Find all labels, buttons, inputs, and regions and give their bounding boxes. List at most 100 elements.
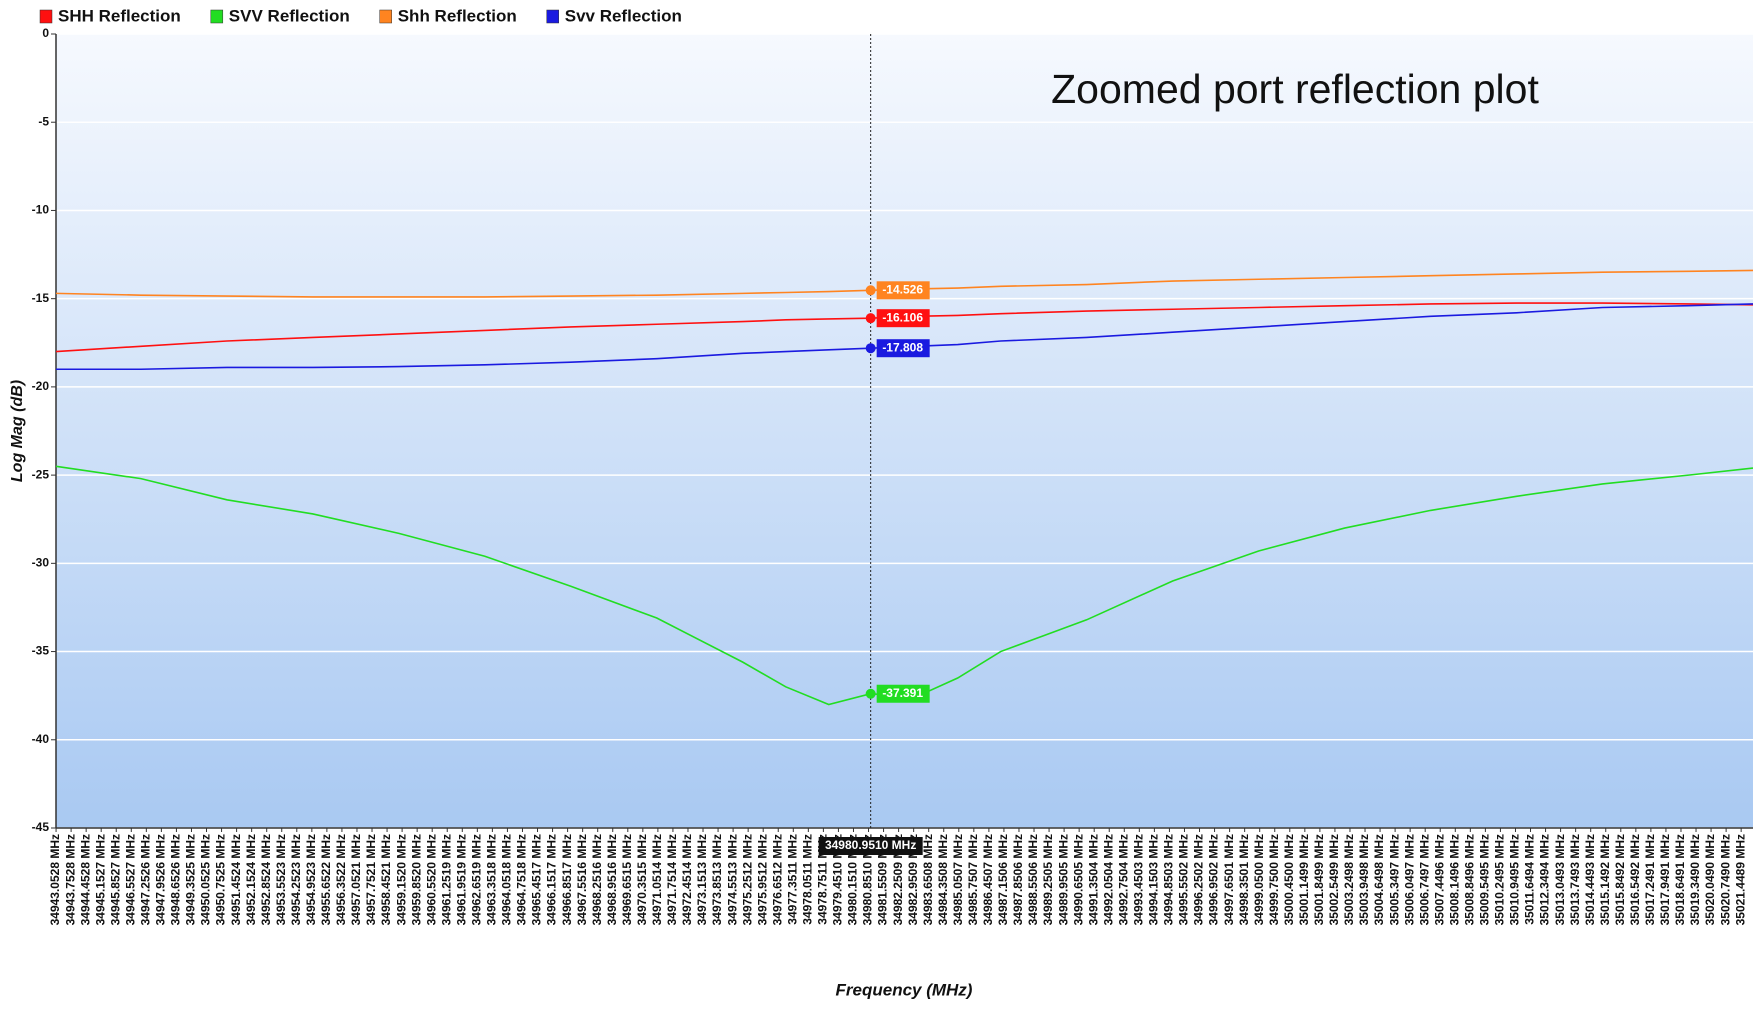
x-tick-label: 34977.3511 MHz [785, 834, 799, 925]
x-tick-label: 34957.7521 MHz [364, 834, 378, 925]
y-tick-label: -40 [32, 732, 50, 746]
x-tick-label: 35008.8496 MHz [1463, 834, 1477, 925]
x-tick-label: 35014.4493 MHz [1583, 834, 1597, 925]
x-tick-label: 35007.4496 MHz [1432, 834, 1446, 925]
x-tick-label: 35000.4500 MHz [1282, 834, 1296, 925]
x-tick-label: 34986.4507 MHz [981, 834, 995, 925]
x-tick-label: 34957.0521 MHz [349, 834, 363, 925]
x-tick-label: 35015.1492 MHz [1598, 834, 1612, 925]
x-tick-label: 35011.6494 MHz [1523, 834, 1537, 925]
y-tick-label: -20 [32, 379, 50, 393]
x-tick-label: 35012.3494 MHz [1538, 834, 1552, 925]
y-tick-label: -30 [32, 556, 50, 570]
x-tick-label: 34973.1513 MHz [695, 834, 709, 925]
x-tick-label: 34943.0528 MHz [48, 834, 62, 925]
x-tick-label: 34964.0518 MHz [500, 834, 514, 925]
x-tick-label: 34982.9509 MHz [906, 834, 920, 925]
x-tick-label: 34949.3525 MHz [184, 834, 198, 925]
x-tick-label: 35001.1499 MHz [1297, 834, 1311, 925]
legend-label: Shh Reflection [398, 6, 517, 25]
legend-swatch [210, 9, 224, 24]
x-tick-label: 34999.7500 MHz [1267, 834, 1281, 925]
annotation: Zoomed port reflection plot [1051, 66, 1539, 112]
y-tick-label: -10 [32, 203, 50, 217]
x-tick-label: 34960.5520 MHz [424, 834, 438, 925]
x-tick-label: 35006.0497 MHz [1402, 834, 1416, 925]
x-tick-label: 34998.3501 MHz [1237, 834, 1251, 925]
x-tick-label: 34980.1510 MHz [846, 834, 860, 925]
x-tick-label: 34991.3504 MHz [1086, 834, 1100, 925]
x-tick-label: 34955.6522 MHz [319, 834, 333, 925]
x-tick-label: 34950.0525 MHz [199, 834, 213, 925]
x-tick-label: 34982.2509 MHz [891, 834, 905, 925]
x-tick-label: 34966.8517 MHz [560, 834, 574, 925]
legend-label: SVV Reflection [229, 6, 350, 25]
marker-label: -14.526 [882, 282, 923, 296]
x-tick-label: 35010.2495 MHz [1493, 834, 1507, 925]
x-tick-label: 35013.7493 MHz [1568, 834, 1582, 925]
x-tick-label: 34952.1524 MHz [244, 834, 258, 925]
marker-label-bg [876, 309, 930, 328]
x-tick-label: 34974.5513 MHz [725, 834, 739, 925]
x-tick-label: 35010.9495 MHz [1508, 834, 1522, 925]
x-tick-label: 34967.5516 MHz [575, 834, 589, 925]
x-tick-label: 34988.5506 MHz [1026, 834, 1040, 925]
x-tick-label: 34973.8513 MHz [710, 834, 724, 925]
x-tick-label: 34984.3508 MHz [936, 834, 950, 925]
x-tick-label: 35003.9498 MHz [1357, 834, 1371, 925]
marker-dot [865, 688, 876, 699]
x-tick-label: 34993.4503 MHz [1132, 834, 1146, 925]
x-tick-label: 34975.2512 MHz [740, 834, 754, 925]
x-tick-label: 34968.2516 MHz [590, 834, 604, 925]
x-axis-label: Frequency (MHz) [836, 980, 973, 999]
x-tick-label: 34943.7528 MHz [63, 834, 77, 925]
x-tick-label: 34997.6501 MHz [1222, 834, 1236, 925]
legend-swatch [39, 9, 53, 24]
x-tick-label: 34964.7518 MHz [515, 834, 529, 925]
x-tick-label: 34994.1503 MHz [1147, 834, 1161, 925]
x-tick-label: 35017.9491 MHz [1658, 834, 1672, 925]
x-tick-label: 35019.3490 MHz [1688, 834, 1702, 925]
x-tick-label: 34975.9512 MHz [755, 834, 769, 925]
x-tick-label: 35017.2491 MHz [1643, 834, 1657, 925]
cursor-label: 34980.9510 MHz [825, 838, 916, 852]
x-tick-label: 34985.7507 MHz [966, 834, 980, 925]
legend-label: SHH Reflection [58, 6, 181, 25]
x-tick-label: 34970.3515 MHz [635, 834, 649, 925]
x-tick-label: 34963.3518 MHz [485, 834, 499, 925]
x-tick-label: 35013.0493 MHz [1553, 834, 1567, 925]
y-tick-label: -35 [32, 644, 50, 658]
y-tick-label: 0 [42, 26, 49, 40]
x-tick-label: 34958.4521 MHz [379, 834, 393, 925]
x-tick-label: 34971.7514 MHz [665, 834, 679, 925]
x-tick-label: 34978.0511 MHz [801, 834, 815, 925]
cursor-label-bg [818, 837, 923, 855]
x-tick-label: 35006.7497 MHz [1417, 834, 1431, 925]
x-tick-label: 34989.2505 MHz [1041, 834, 1055, 925]
y-tick-label: -25 [32, 467, 50, 481]
x-tick-label: 34945.1527 MHz [93, 834, 107, 925]
x-tick-label: 34992.7504 MHz [1116, 834, 1130, 925]
x-tick-label: 34996.9502 MHz [1207, 834, 1221, 925]
x-tick-label: 34959.1520 MHz [394, 834, 408, 925]
x-tick-label: 35001.8499 MHz [1312, 834, 1326, 925]
x-tick-label: 34979.4510 MHz [831, 834, 845, 925]
x-tick-label: 34951.4524 MHz [229, 834, 243, 925]
x-tick-label: 34987.8506 MHz [1011, 834, 1025, 925]
x-tick-label: 34990.6505 MHz [1071, 834, 1085, 925]
x-tick-label: 34983.6508 MHz [921, 834, 935, 925]
x-tick-label: 34972.4514 MHz [680, 834, 694, 925]
x-tick-label: 35003.2498 MHz [1342, 834, 1356, 925]
x-tick-label: 34947.9526 MHz [154, 834, 168, 925]
x-tick-label: 34965.4517 MHz [530, 834, 544, 925]
marker-label-bg [876, 281, 930, 300]
x-tick-label: 35021.4489 MHz [1733, 834, 1747, 925]
legend-swatch [546, 9, 559, 24]
x-tick-label: 35005.3497 MHz [1387, 834, 1401, 925]
x-tick-label: 35020.0490 MHz [1703, 834, 1717, 925]
x-tick-label: 34976.6512 MHz [770, 834, 784, 925]
y-axis-label: Log Mag (dB) [9, 380, 26, 482]
marker-dot [865, 313, 876, 324]
x-tick-label: 34954.2523 MHz [289, 834, 303, 925]
x-tick-label: 34968.9516 MHz [605, 834, 619, 925]
